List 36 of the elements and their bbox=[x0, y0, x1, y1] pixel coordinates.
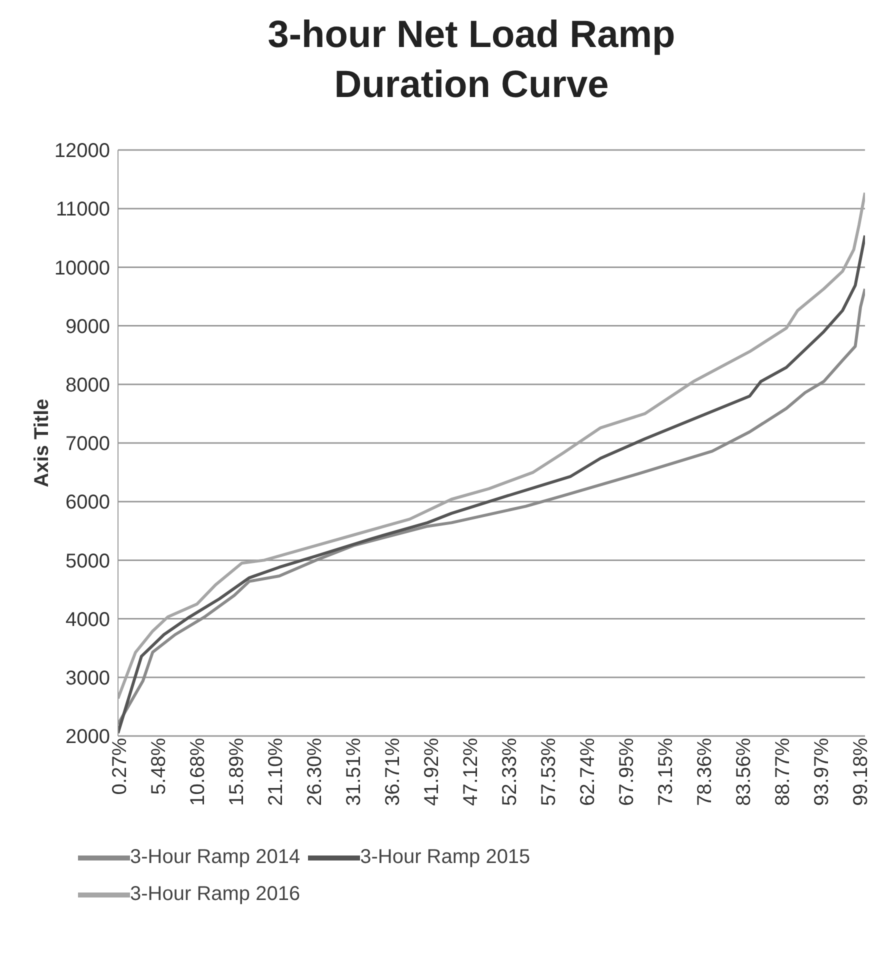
y-tick-label: 2000 bbox=[66, 726, 110, 748]
x-tick-label: 93.97% bbox=[811, 738, 834, 806]
y-tick-label: 11000 bbox=[56, 198, 110, 221]
x-tick-label: 31.51% bbox=[343, 738, 366, 806]
x-tick-label: 57.53% bbox=[538, 738, 560, 806]
x-tick-label: 21.10% bbox=[265, 738, 288, 806]
x-tick-label: 26.30% bbox=[304, 738, 326, 806]
x-tick-label: 99.18% bbox=[850, 738, 872, 806]
y-tick-label: 4000 bbox=[66, 608, 110, 631]
x-tick-label: 0.27% bbox=[109, 738, 132, 795]
y-tick-label: 3000 bbox=[66, 668, 110, 690]
x-tick-label: 5.48% bbox=[148, 738, 170, 795]
x-tick-label: 88.77% bbox=[772, 738, 794, 806]
y-tick-label: 8000 bbox=[66, 374, 110, 396]
x-tick-label: 73.15% bbox=[655, 738, 678, 806]
x-tick-label: 78.36% bbox=[694, 738, 716, 806]
x-tick-label: 10.68% bbox=[187, 738, 210, 806]
legend-label: 3-Hour Ramp 2015 bbox=[360, 846, 530, 869]
legend-label: 3-Hour Ramp 2016 bbox=[130, 883, 300, 906]
x-tick-label: 47.12% bbox=[460, 738, 482, 806]
chart-title: 3-hour Net Load Ramp Duration Curve bbox=[266, 13, 676, 108]
legend-label: 3-Hour Ramp 2014 bbox=[130, 846, 300, 869]
y-tick-label: 7000 bbox=[66, 433, 110, 456]
x-tick-label: 52.33% bbox=[499, 738, 522, 806]
y-tick-label: 6000 bbox=[66, 492, 110, 514]
x-tick-label: 15.89% bbox=[226, 738, 248, 806]
y-tick-label: 12000 bbox=[54, 140, 110, 162]
y-axis-title: Axis Title bbox=[31, 398, 54, 488]
x-tick-label: 83.56% bbox=[733, 738, 756, 806]
y-tick-label: 9000 bbox=[66, 316, 110, 338]
x-tick-label: 41.92% bbox=[421, 738, 444, 806]
y-tick-label: 10000 bbox=[54, 257, 110, 280]
y-tick-label: 5000 bbox=[66, 550, 110, 572]
x-tick-label: 36.71% bbox=[382, 738, 404, 806]
x-tick-label: 67.95% bbox=[616, 738, 638, 806]
x-tick-label: 62.74% bbox=[577, 738, 600, 806]
